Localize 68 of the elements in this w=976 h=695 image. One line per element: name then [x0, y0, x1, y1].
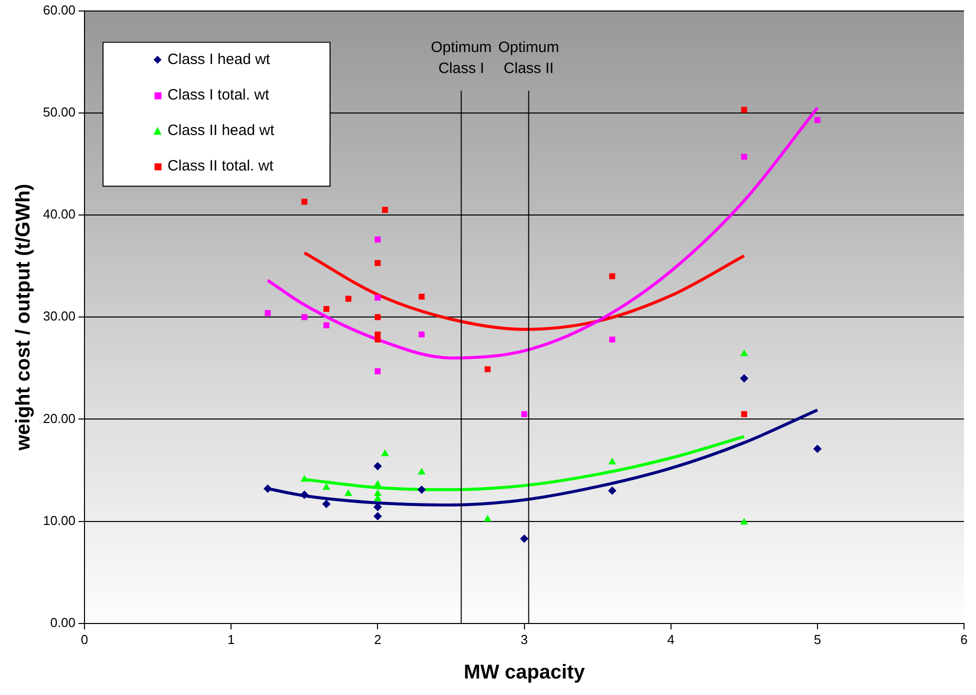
point: [609, 336, 616, 343]
point: [609, 273, 616, 280]
point: [345, 296, 352, 302]
y-axis-title: weight cost / output (t/GWh): [12, 184, 35, 452]
ref-line-label: Optimum Class I: [430, 38, 492, 77]
y-tick-label: 50.00: [42, 104, 76, 120]
y-tick-label: 20.00: [42, 410, 76, 426]
point: [814, 117, 820, 124]
y-tick-label: 40.00: [42, 206, 76, 222]
point: [301, 198, 308, 205]
x-tick-label: 0: [80, 632, 88, 647]
point: [381, 450, 389, 456]
point: [418, 486, 426, 494]
x-tick-label: 3: [520, 632, 528, 647]
point: [374, 368, 381, 374]
point: [813, 444, 822, 453]
point: [608, 486, 616, 495]
legend-label: Class I head wt: [168, 50, 271, 68]
point: [374, 480, 382, 487]
point: [521, 411, 528, 418]
point: [374, 503, 382, 512]
point: [301, 314, 308, 320]
ref-line-label: Optimum Class II: [498, 38, 560, 77]
y-tick-label: 30.00: [42, 308, 76, 324]
legend-label: Class II head wt: [168, 122, 276, 139]
line-series: [302, 251, 746, 331]
x-tick-label: 6: [960, 632, 968, 647]
x-tick-label: 5: [814, 632, 822, 647]
point: [323, 306, 330, 312]
point: [374, 490, 382, 496]
point: [520, 534, 528, 543]
point: [322, 500, 330, 508]
x-tick-label: 1: [227, 632, 235, 647]
point: [418, 331, 425, 338]
point: [323, 322, 330, 328]
legend-label: Class II total. wt: [168, 157, 274, 174]
point: [740, 374, 748, 382]
point: [374, 462, 382, 470]
x-axis-title: MW capacity: [464, 662, 586, 684]
y-tick-label: 10.00: [42, 512, 76, 528]
point: [484, 366, 491, 372]
point: [344, 490, 352, 496]
point: [300, 475, 308, 482]
point: [374, 512, 382, 520]
point: [374, 314, 381, 320]
point: [740, 350, 748, 356]
point: [741, 411, 748, 418]
point: [374, 236, 381, 242]
x-tick-label: 2: [374, 632, 382, 647]
point: [418, 468, 426, 475]
point: [608, 458, 616, 464]
point: [740, 518, 748, 525]
point: [264, 310, 271, 316]
x-tick-label: 4: [667, 632, 674, 647]
point: [374, 260, 381, 266]
point: [300, 490, 308, 499]
legend-label: Class I total. wt: [168, 86, 270, 104]
point: [484, 515, 492, 522]
point: [741, 154, 748, 160]
y-tick-label: 0.00: [50, 614, 76, 630]
point: [322, 484, 330, 490]
point: [264, 484, 272, 493]
point: [418, 294, 425, 300]
point: [374, 294, 381, 301]
point: [374, 336, 381, 343]
point: [741, 106, 748, 113]
y-tick-label: 60.00: [42, 2, 76, 18]
point: [382, 206, 388, 213]
